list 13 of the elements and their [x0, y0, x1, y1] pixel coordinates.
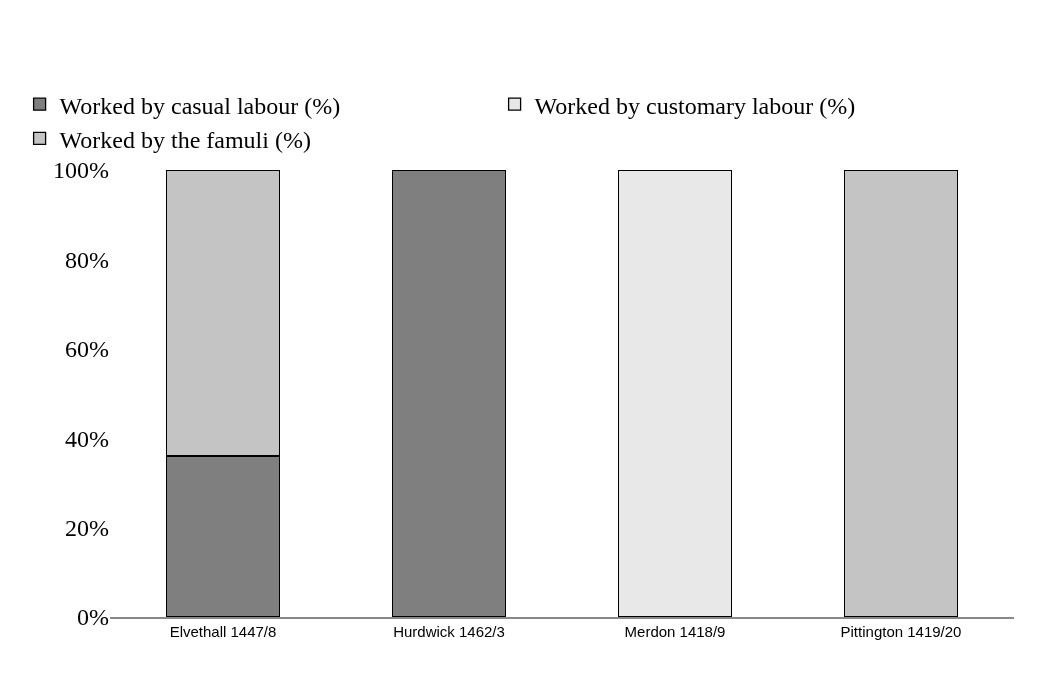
legend-label: Worked by the famuli (%)	[59, 126, 311, 153]
y-tick-label: 60%	[65, 336, 109, 363]
legend-label: Worked by casual labour (%)	[59, 92, 341, 119]
y-tick-label: 40%	[65, 425, 109, 452]
x-tick-label: Elvethall 1447/8	[169, 622, 277, 640]
y-tick-label: 0%	[77, 604, 109, 631]
y-tick-label: 20%	[65, 515, 109, 541]
x-tick-label: Merdon 1418/9	[624, 622, 726, 640]
y-tick-label: 100%	[53, 157, 109, 184]
y-tick-label: 80%	[65, 246, 109, 273]
x-tick-label: Hurdwick 1462/3	[393, 622, 505, 640]
x-tick-label: Pittington 1419/20	[840, 622, 962, 640]
legend-label: Worked by customary labour (%)	[534, 92, 856, 119]
